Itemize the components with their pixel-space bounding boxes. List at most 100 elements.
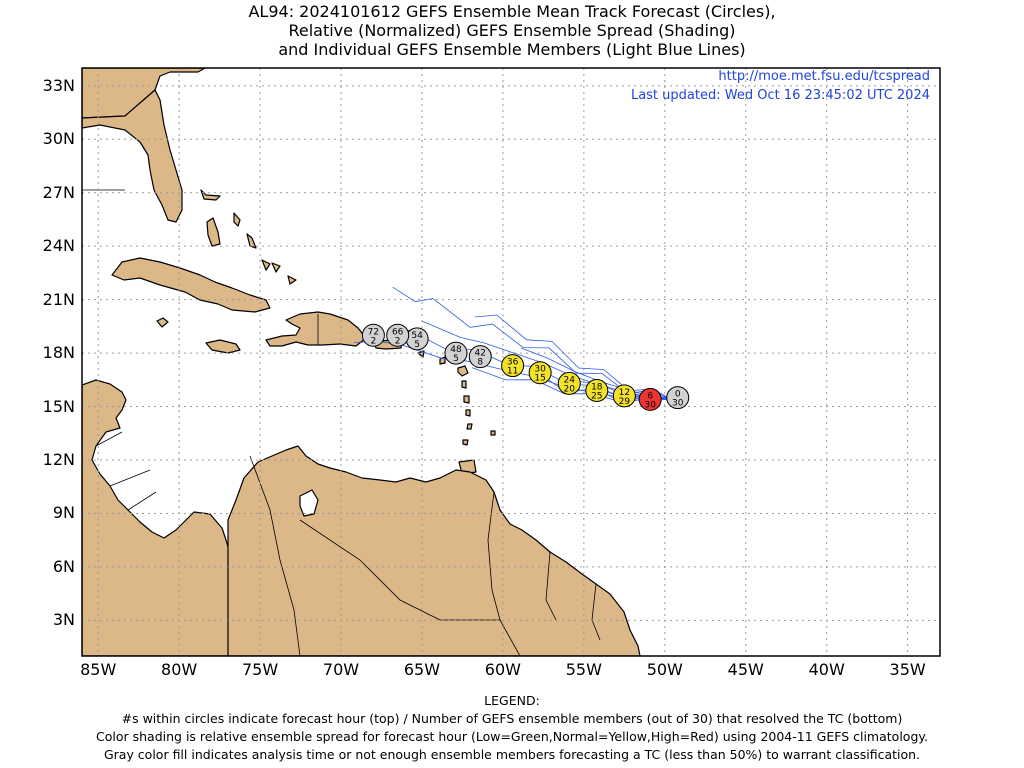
bahamas-island <box>287 275 297 285</box>
member-count-label: 20 <box>564 384 576 394</box>
legend-line-1: #s within circles indicate forecast hour… <box>121 711 903 726</box>
andros-island <box>206 217 221 247</box>
latitude-tick-label: 30N <box>42 129 75 149</box>
forecast-hour-label: 6 <box>647 391 653 401</box>
forecast-hour-circle: 428 <box>468 345 492 369</box>
longitude-tick-label: 60W <box>484 660 521 679</box>
member-count-label: 5 <box>453 354 459 364</box>
track-point-circle <box>361 323 385 347</box>
ensemble-mean-track: 0306301229182524203015361142848554566272… <box>361 323 690 411</box>
bahamas-island <box>246 233 257 249</box>
track-point-circle <box>612 384 636 408</box>
member-count-label: 25 <box>591 392 602 402</box>
legend-heading: LEGEND: <box>484 693 540 708</box>
forecast-hour-label: 48 <box>450 345 462 355</box>
latitude-tick-label: 21N <box>42 289 75 309</box>
longitude-tick-label: 35W <box>889 660 926 679</box>
forecast-hour-label: 0 <box>675 390 681 400</box>
forecast-hour-label: 18 <box>591 383 603 393</box>
barbados <box>490 430 496 436</box>
cuba <box>111 257 271 313</box>
track-point-circle <box>666 386 690 410</box>
forecast-hour-label: 24 <box>564 375 576 385</box>
member-count-label: 8 <box>477 358 483 368</box>
land-masses <box>82 68 641 656</box>
ensemble-member-track <box>422 320 678 398</box>
south-america <box>227 445 641 656</box>
latitude-tick-label: 12N <box>42 450 75 469</box>
dominica <box>461 380 467 389</box>
chart-title-line-2: Relative (Normalized) GEFS Ensemble Spre… <box>288 21 736 40</box>
bahamas-island <box>271 262 281 273</box>
forecast-hour-label: 54 <box>411 331 423 341</box>
member-count-label: 15 <box>534 374 545 384</box>
bahamas-island <box>200 189 221 201</box>
bahamas-island <box>233 212 241 227</box>
forecast-hour-circle: 030 <box>666 386 690 410</box>
forecast-hour-circle: 545 <box>405 327 429 351</box>
member-count-label: 2 <box>395 336 401 346</box>
latitude-tick-label: 33N <box>42 75 75 95</box>
member-count-label: 5 <box>414 340 420 350</box>
map-frame <box>81 67 941 657</box>
longitude-tick-label: 75W <box>241 660 279 679</box>
chart-title-line-1: AL94: 2024101612 GEFS Ensemble Mean Trac… <box>248 2 776 21</box>
isle-of-youth <box>156 317 169 328</box>
forecast-hour-label: 42 <box>475 349 486 359</box>
longitude-tick-label: 45W <box>727 660 764 679</box>
latitude-tick-label: 24N <box>42 236 75 256</box>
longitude-tick-label: 65W <box>403 660 441 679</box>
track-point-circle <box>528 361 552 385</box>
forecast-hour-label: 36 <box>507 358 519 368</box>
latitude-tick-label: 18N <box>42 343 75 363</box>
st-vincent <box>466 423 473 430</box>
forecast-hour-circle: 485 <box>444 341 468 365</box>
grenada <box>462 439 469 446</box>
forecast-hour-circle: 630 <box>638 387 662 411</box>
legend-line-2: Color shading is relative ensemble sprea… <box>96 729 928 744</box>
forecast-hour-circle: 662 <box>386 323 410 347</box>
forecast-hour-label: 72 <box>368 327 379 337</box>
forecast-hour-label: 66 <box>392 327 404 337</box>
last-updated: Last updated: Wed Oct 16 23:45:02 UTC 20… <box>630 88 930 103</box>
legend-line-3: Gray color fill indicates analysis time … <box>103 747 921 762</box>
source-url[interactable]: http://moe.met.fsu.edu/tcspread <box>718 69 930 84</box>
track-point-circle <box>638 387 662 411</box>
martinique <box>463 395 470 404</box>
guadeloupe <box>457 365 469 377</box>
track-point-circle <box>557 371 581 395</box>
member-count-label: 2 <box>371 336 377 346</box>
member-count-label: 30 <box>672 399 684 409</box>
chart-title-line-3: and Individual GEFS Ensemble Members (Li… <box>278 40 746 59</box>
longitude-tick-label: 40W <box>808 660 845 679</box>
bahamas-island <box>261 259 271 271</box>
latitude-tick-label: 3N <box>52 610 75 630</box>
longitude-tick-label: 50W <box>646 660 683 679</box>
longitude-tick-label: 80W <box>161 660 198 679</box>
track-point-circle <box>386 323 410 347</box>
member-count-label: 29 <box>619 397 631 407</box>
longitude-tick-label: 85W <box>80 660 117 679</box>
latitude-tick-label: 9N <box>52 503 75 523</box>
jamaica <box>205 339 241 354</box>
longitude-tick-label: 70W <box>322 660 360 679</box>
lesser-antilles-island <box>417 350 425 358</box>
forecast-hour-label: 12 <box>619 388 630 398</box>
latitude-tick-label: 27N <box>42 182 75 202</box>
latitude-tick-label: 6N <box>52 556 75 576</box>
florida <box>82 89 183 223</box>
latitude-tick-label: 15N <box>42 396 75 416</box>
forecast-hour-circle: 722 <box>361 323 385 347</box>
track-point-circle <box>444 341 468 365</box>
track-point-circle <box>585 379 609 403</box>
member-count-label: 30 <box>644 400 656 410</box>
track-point-circle <box>501 354 525 378</box>
forecast-hour-label: 30 <box>534 365 546 375</box>
st-lucia <box>465 409 471 417</box>
